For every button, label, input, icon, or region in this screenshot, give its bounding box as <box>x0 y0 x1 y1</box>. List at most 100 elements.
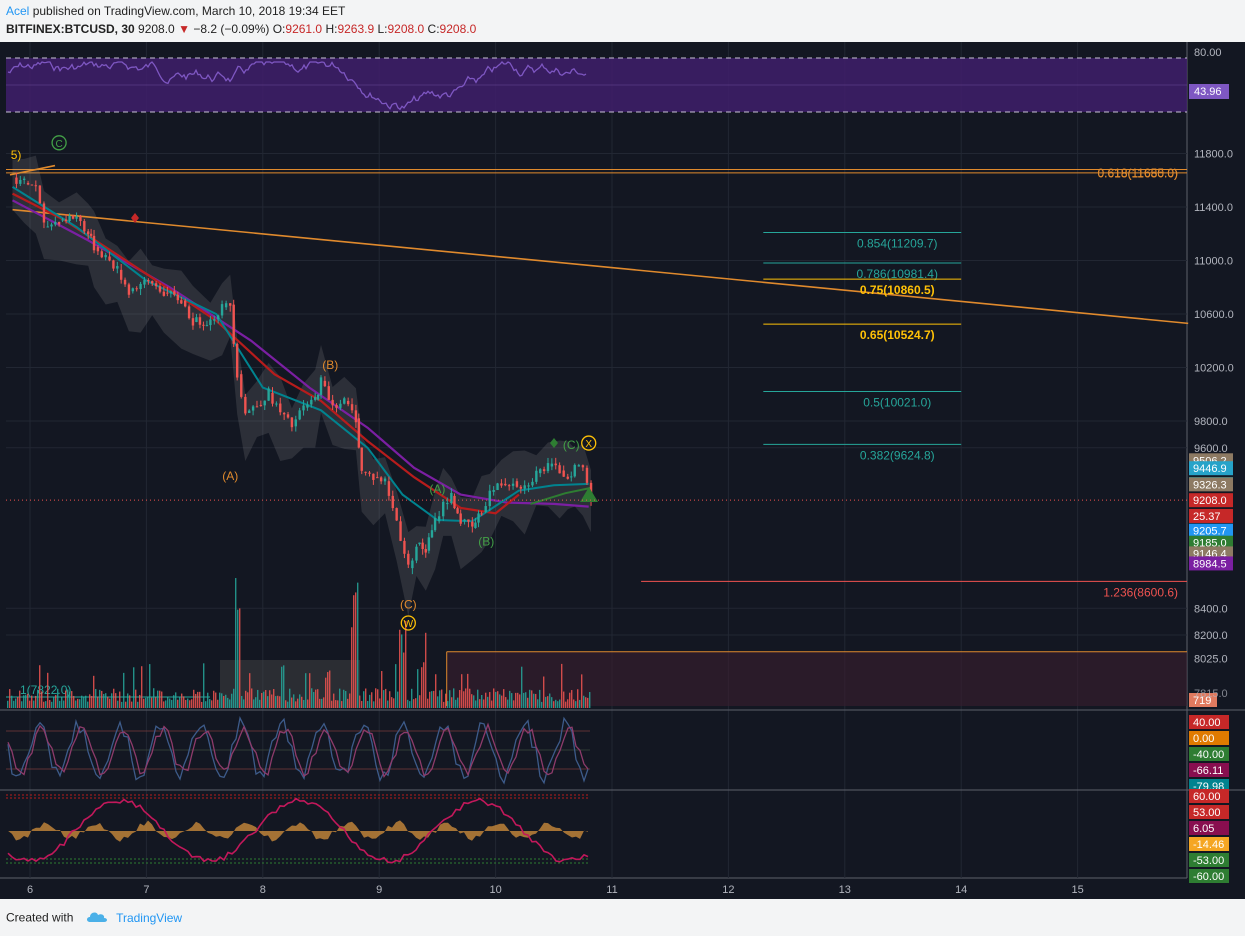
volume-bar <box>217 699 219 708</box>
volume-bar <box>145 697 147 708</box>
volume-bar <box>7 700 9 708</box>
candle-body <box>166 292 169 294</box>
time-axis-background <box>0 878 1245 899</box>
volume-bar <box>567 699 569 708</box>
volume-bar <box>317 689 319 708</box>
volume-bar <box>359 695 361 708</box>
osc2-badge-label: 60.00 <box>1193 791 1221 803</box>
osc1-badge <box>1189 747 1229 761</box>
volume-bar <box>239 608 241 708</box>
candle-body <box>496 483 499 491</box>
fib-upper-label: 0.618(11680.0) <box>1097 167 1178 181</box>
volume-bar <box>329 670 331 708</box>
candle-body <box>471 521 474 527</box>
rsi-level-label: 80.00 <box>1194 47 1222 59</box>
volume-bar <box>201 701 203 708</box>
candle-body <box>446 503 449 505</box>
candle-body <box>546 463 550 472</box>
author-link[interactable]: Acel <box>6 4 30 18</box>
open-value: 9261.0 <box>285 22 323 36</box>
volume-bar <box>203 663 205 708</box>
low-value: 9208.0 <box>387 22 425 36</box>
candle-body <box>123 279 127 285</box>
candle-body <box>456 508 459 514</box>
volume-bar <box>433 690 435 708</box>
rsi-line <box>7 61 587 111</box>
candle-body <box>459 513 462 524</box>
volume-bar <box>537 699 539 708</box>
price-badge-label: 9208.0 <box>1193 495 1227 507</box>
volume-bar <box>587 697 589 708</box>
candle-body <box>220 304 224 316</box>
price-badge <box>1189 477 1233 492</box>
candle-body <box>61 219 64 221</box>
candle-body <box>286 414 290 418</box>
candle-body <box>484 506 487 512</box>
candle-body <box>87 231 90 235</box>
candle-body <box>64 219 68 222</box>
volume-bar <box>439 690 441 708</box>
volume-bar <box>551 697 553 708</box>
wave-circle <box>581 435 597 451</box>
volume-bar <box>23 695 25 708</box>
volume-bar <box>521 666 523 708</box>
candle-body <box>162 291 166 296</box>
volume-bar <box>279 696 281 708</box>
volume-bar <box>435 674 437 708</box>
volume-bar <box>557 701 559 708</box>
volume-bar <box>525 692 527 708</box>
volume-bar <box>507 699 509 708</box>
volume-bar <box>411 688 413 708</box>
x-tick-label: 10 <box>489 884 501 896</box>
volume-bar <box>17 697 19 708</box>
volume-bar <box>15 698 17 708</box>
volume-bar <box>497 691 499 708</box>
bollinger-cloud <box>12 155 591 617</box>
wave-circle-label: X <box>585 439 592 450</box>
volume-bar <box>87 701 89 708</box>
candle-body <box>399 521 402 541</box>
x-tick-label: 15 <box>1071 884 1083 896</box>
candle-body <box>407 553 410 565</box>
volume-bar <box>53 697 55 708</box>
osc1-badge-label: 0.00 <box>1193 733 1214 745</box>
candle-body <box>433 517 437 531</box>
fib-level-label: 0.382(9624.8) <box>860 448 935 462</box>
volume-bar <box>409 701 411 708</box>
volume-bar <box>361 700 363 708</box>
volume-bar <box>273 689 275 708</box>
volume-bar <box>483 699 485 708</box>
candle-body <box>558 465 561 474</box>
tradingview-link[interactable]: TradingView <box>116 910 183 925</box>
volume-bar <box>157 690 159 708</box>
volume-bar <box>471 694 473 708</box>
volume-bar <box>127 693 129 708</box>
candle-body <box>500 483 503 486</box>
volume-bar <box>459 690 461 708</box>
x-tick-label: 13 <box>839 884 851 896</box>
candle-body <box>306 404 309 408</box>
candle-body <box>187 306 191 319</box>
candle-body <box>302 405 305 411</box>
candle-body <box>158 286 162 292</box>
osc2-line <box>7 797 589 864</box>
volume-bar <box>65 690 67 708</box>
wave-label: (B) <box>322 358 338 372</box>
volume-bar <box>267 696 269 708</box>
volume-bar <box>37 689 39 708</box>
candle-body <box>523 485 526 489</box>
volume-bar <box>581 674 583 708</box>
volume-bar <box>283 665 285 708</box>
volume-bar <box>349 693 351 708</box>
volume-bar <box>379 698 381 708</box>
volume-bar <box>271 694 273 708</box>
rsi-badge-label: 43.96 <box>1194 86 1222 98</box>
candle-body <box>379 477 383 482</box>
volume-bar <box>561 663 563 708</box>
price-chart[interactable]: 6 7 8 9 10 11 12 13 14 15 11800.0 11400.0 11000.0 106… <box>0 42 1245 899</box>
volume-bar <box>573 699 575 708</box>
candle-body <box>290 417 294 428</box>
candle-body <box>376 477 379 479</box>
tradingview-logo-icon <box>85 910 109 927</box>
volume-bar <box>485 692 487 708</box>
